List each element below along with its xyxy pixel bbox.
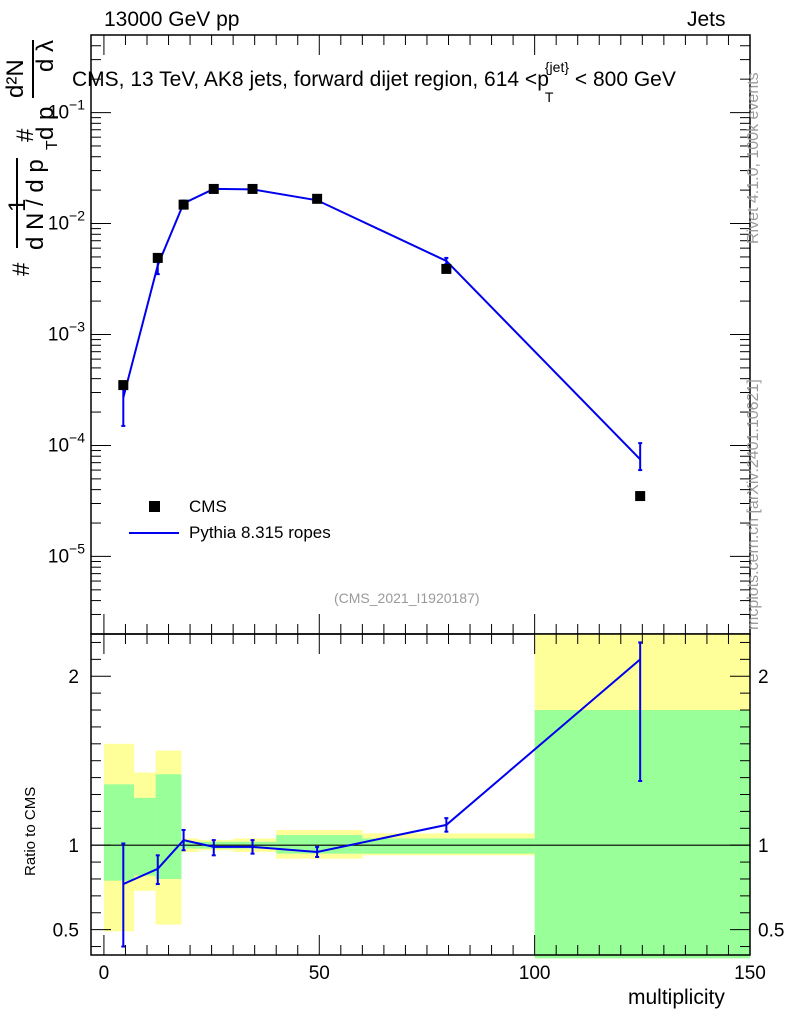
ylabel-fraction-bar-2 — [32, 40, 34, 98]
x-tick-label: 50 — [309, 963, 330, 984]
ylabel-dN-dpT: d N / d p — [22, 159, 49, 250]
y-tick-label: 10−3 — [48, 319, 85, 346]
x-axis-label: multiplicity — [628, 986, 725, 1009]
ratio-y-tick-label-left: 2 — [68, 667, 79, 688]
ratio-y-tick-label-right: 1 — [758, 836, 769, 857]
ylabel-dlambda: d λ — [32, 39, 59, 72]
y-tick-label: 10−1 — [48, 97, 85, 124]
ylabel-hash-1: # — [8, 262, 35, 276]
ratio-mc-line — [122, 658, 641, 885]
main-panel: 10−1 10−2 10−3 10−4 10−5 — [48, 34, 751, 635]
data-point — [152, 252, 163, 263]
x-tick-label: 0 — [99, 963, 110, 984]
ylabel-d2N: d²N — [2, 59, 29, 98]
ratio-y-tick-label-right: 0.5 — [758, 921, 784, 942]
ratio-panel: 0 50 100 150 0.5 0.5 1 1 2 2 — [53, 633, 784, 984]
y-tick-label: 10−5 — [48, 540, 85, 567]
plot-title-sup: {jet} — [544, 59, 570, 75]
ratio-band-inner — [103, 784, 135, 881]
ylabel-dp: d p — [32, 106, 59, 140]
header-right: Jets — [687, 8, 726, 31]
data-point — [178, 199, 189, 210]
ratio-ylabel: Ratio to CMS — [22, 786, 39, 876]
ylabel-fraction-bar — [16, 158, 18, 248]
ratio-band-inner — [276, 835, 363, 854]
ratio-band-inner — [155, 774, 182, 879]
ratio-y-tick-label-right: 2 — [758, 667, 769, 688]
data-point — [635, 491, 646, 502]
data-point — [312, 193, 323, 204]
y-tick-label: 10−2 — [48, 208, 85, 235]
legend-data-marker — [149, 501, 160, 512]
ratio-y-tick-label-left: 1 — [68, 836, 79, 857]
plot-title-tail: < 800 GeV — [574, 68, 676, 91]
data-point — [208, 183, 219, 194]
rivet-label: Rivet 4.1.0, 100k events — [745, 72, 762, 244]
data-point — [118, 380, 129, 391]
mc-line — [122, 187, 641, 461]
header-left: 13000 GeV pp — [104, 8, 240, 31]
legend-data-label: CMS — [189, 497, 227, 516]
ratio-band-inner — [534, 710, 750, 959]
plot-title-main: CMS, 13 TeV, AK8 jets, forward dijet reg… — [72, 68, 549, 91]
main-frame — [90, 34, 751, 635]
data-point — [441, 263, 452, 274]
x-tick-label: 100 — [519, 963, 551, 984]
plot-title-sub: T — [544, 89, 554, 105]
legend-mc-line — [129, 532, 179, 534]
legend-mc-label: Pythia 8.315 ropes — [189, 523, 331, 542]
ratio-band-inner — [134, 797, 156, 876]
plot-title: CMS, 13 TeV, AK8 jets, forward dijet reg… — [72, 59, 676, 105]
data-point — [247, 183, 258, 194]
analysis-id: (CMS_2021_I1920187) — [334, 590, 480, 606]
y-tick-label: 10−4 — [48, 429, 85, 456]
ylabel-sub-T: T — [44, 140, 61, 150]
x-tick-label: 150 — [734, 963, 766, 984]
ratio-y-tick-label-left: 0.5 — [53, 921, 79, 942]
ratio-band-inner — [362, 838, 535, 854]
mcplots-label: mcplots.cern.ch [arXiv:2401.10621] — [745, 379, 762, 630]
